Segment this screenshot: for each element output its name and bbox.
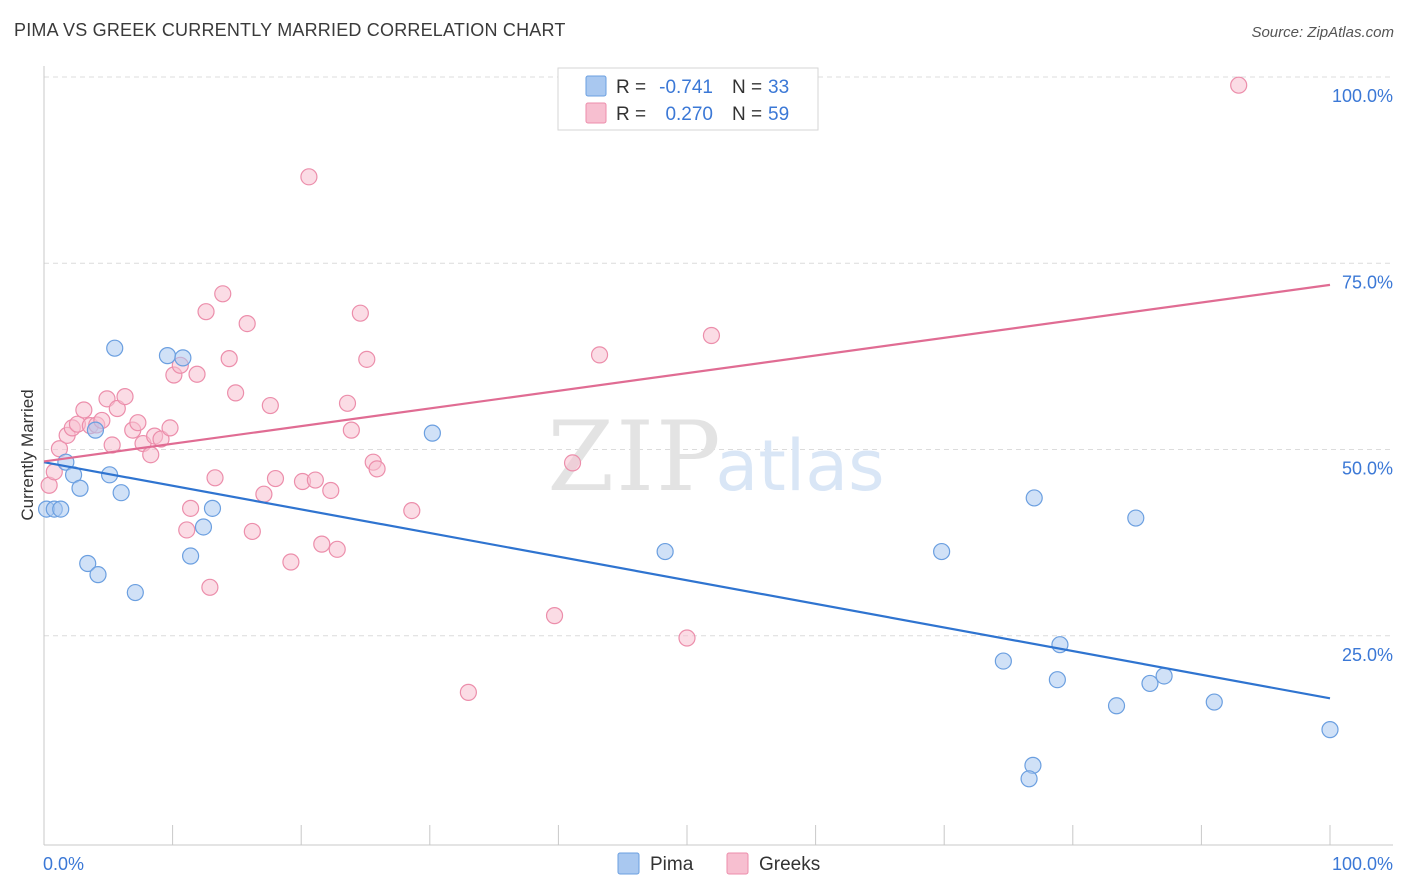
pima-point	[203, 499, 222, 517]
greeks-point	[563, 454, 582, 472]
greeks-point	[152, 430, 170, 448]
pima-point	[994, 652, 1012, 670]
greeks-point	[197, 303, 215, 321]
greeks-point	[358, 350, 376, 368]
greeks-point	[590, 346, 609, 364]
legend-label: Pima	[650, 854, 694, 875]
greeks-point	[266, 469, 285, 488]
legend-n-label: N =	[732, 77, 762, 98]
legend-swatch	[585, 102, 607, 124]
greeks-point	[116, 388, 134, 406]
pima-point	[52, 500, 70, 518]
pima-point	[182, 547, 200, 565]
axes	[43, 66, 1393, 846]
pima-point	[1048, 671, 1066, 689]
greeks-point	[188, 365, 206, 383]
greeks-point	[403, 501, 421, 520]
pima-point	[1205, 693, 1223, 711]
pima-point	[71, 479, 89, 497]
legend-n-label: N =	[732, 104, 762, 125]
greeks-point	[351, 304, 369, 322]
pima-point	[1020, 770, 1038, 788]
greeks-point	[338, 394, 357, 412]
legend-n-value: 59	[768, 104, 789, 125]
pima-point	[1107, 697, 1126, 715]
y-tick-label: 75.0%	[1342, 272, 1393, 292]
greeks-point	[108, 399, 126, 418]
source-credit: Source: ZipAtlas.com	[1251, 24, 1394, 41]
y-tick-label: 100.0%	[1332, 86, 1393, 106]
pima-point	[933, 542, 951, 561]
pima-point	[423, 424, 441, 442]
pima-point	[106, 339, 124, 357]
greeks-point	[342, 421, 360, 439]
greeks-point	[322, 481, 340, 500]
legend-r-value: 0.270	[665, 104, 713, 125]
pima-point	[1155, 667, 1173, 685]
greeks-point	[1230, 76, 1248, 94]
greeks-point	[678, 629, 696, 647]
y-tick-label: 25.0%	[1342, 645, 1393, 665]
legend-swatch	[617, 852, 640, 875]
pima-point	[89, 566, 107, 584]
chart-title: PIMA VS GREEK CURRENTLY MARRIED CORRELAT…	[14, 20, 566, 40]
pima-point	[194, 518, 213, 536]
legend-r-label: R =	[616, 104, 646, 125]
legend-r-value: -0.741	[659, 77, 713, 98]
greeks-point	[368, 460, 386, 478]
greeks-point	[178, 521, 196, 539]
legend-top: R = -0.741 N = 33 R = 0.270 N = 59	[557, 67, 819, 131]
watermark-atlas: atlas	[715, 425, 884, 507]
legend-swatch	[726, 852, 749, 875]
greeks-trend-line	[43, 283, 1331, 463]
pima-point	[112, 484, 130, 502]
greeks-point	[227, 384, 245, 402]
tick-labels: 25.0% 50.0% 75.0% 100.0% 0.0% 100.0%	[43, 86, 1393, 874]
pima-point	[1321, 721, 1339, 739]
legend-label: Greeks	[759, 854, 820, 875]
pima-point	[158, 347, 177, 365]
greeks-point	[214, 285, 232, 303]
greeks-point	[459, 683, 477, 701]
greeks-point	[201, 578, 219, 596]
greeks-point	[702, 326, 721, 345]
greeks-point	[161, 419, 179, 437]
legend-r-label: R =	[616, 77, 646, 98]
legend-bottom: Pima Greeks	[617, 852, 820, 875]
pima-point	[174, 349, 192, 367]
grid-lines	[44, 76, 1393, 637]
greeks-point	[306, 471, 324, 489]
greeks-point	[300, 168, 318, 186]
greeks-point	[313, 535, 331, 553]
data-points	[37, 71, 1339, 788]
pima-point	[126, 583, 144, 602]
trend-lines	[43, 283, 1331, 700]
greeks-point	[206, 469, 224, 487]
greeks-point	[545, 607, 564, 625]
greeks-point	[129, 414, 147, 432]
x-tick-label: 0.0%	[43, 854, 84, 874]
pima-point	[1025, 489, 1043, 507]
greeks-point	[243, 522, 261, 541]
pima-point	[79, 554, 97, 573]
greeks-point	[182, 499, 200, 517]
greeks-point	[238, 314, 256, 333]
pima-point	[86, 421, 105, 439]
greeks-point	[328, 540, 346, 558]
greeks-point	[255, 485, 273, 503]
y-tick-label: 50.0%	[1342, 459, 1393, 479]
pima-trend-line	[43, 461, 1331, 700]
greeks-point	[282, 553, 300, 571]
legend-n-value: 33	[768, 77, 789, 98]
legend-swatch	[585, 75, 607, 97]
pima-point	[1127, 509, 1145, 527]
greeks-point	[220, 350, 238, 368]
pima-point	[656, 542, 674, 561]
x-tick-label: 100.0%	[1332, 854, 1393, 874]
greeks-point	[261, 396, 279, 415]
greeks-point	[142, 446, 160, 464]
greeks-point	[75, 401, 93, 419]
pima-point	[1141, 674, 1159, 693]
